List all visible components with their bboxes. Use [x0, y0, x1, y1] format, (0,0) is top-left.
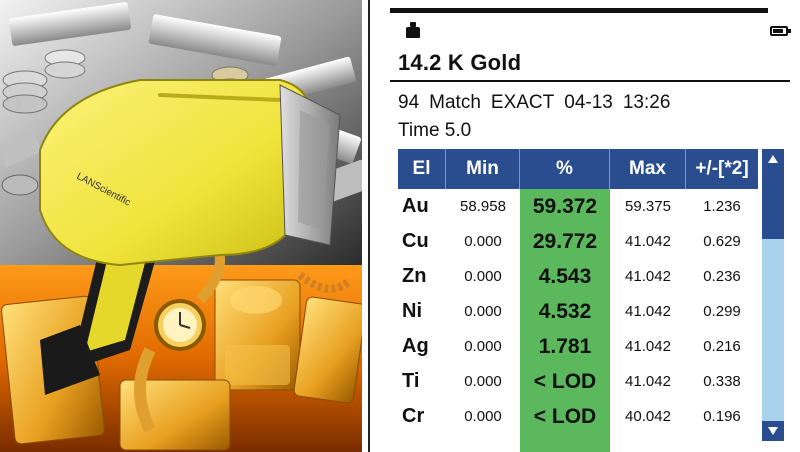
cell-error: 1.236	[703, 198, 741, 215]
cell-error: 0.629	[703, 233, 741, 250]
status-bar	[390, 22, 791, 42]
table-body: Au 58.958 59.372 59.375 1.236 Cu 0.000 2…	[398, 189, 758, 452]
header-element: El	[398, 149, 446, 189]
xrf-analyzer-gun	[39, 79, 341, 395]
scroll-down-arrow-icon[interactable]	[762, 421, 784, 441]
cell-max: 41.042	[625, 373, 671, 390]
cell-max: 41.042	[625, 233, 671, 250]
analyzer-photo-illustration: LANScientific	[0, 0, 362, 452]
scroll-thumb[interactable]	[762, 169, 784, 239]
cell-max: 41.042	[625, 338, 671, 355]
match-label: Match	[429, 92, 481, 113]
table-row: Cu 0.000 29.772 41.042 0.629	[398, 224, 758, 259]
cell-percent: 4.532	[538, 299, 592, 323]
battery-icon	[770, 26, 791, 36]
cell-error: 0.338	[703, 373, 741, 390]
cell-max: 40.042	[625, 408, 671, 425]
cell-max: 41.042	[625, 303, 671, 320]
result-title: 14.2 K Gold	[398, 50, 522, 75]
table-row: Ag 0.000 1.781 41.042 0.216	[398, 329, 758, 364]
table-header: El Min % Max +/-[*2]	[398, 149, 758, 189]
weight-icon	[406, 22, 420, 38]
cell-element: Cr	[402, 405, 425, 427]
cell-min: 0.000	[464, 268, 502, 285]
match-number: 94	[398, 92, 420, 113]
header-max: Max	[610, 149, 686, 189]
header-min: Min	[446, 149, 520, 189]
cell-min: 0.000	[464, 303, 502, 320]
product-photo: LANScientific	[0, 0, 362, 452]
header-percent: %	[520, 149, 610, 189]
cell-min: 0.000	[464, 373, 502, 390]
measurement-time: Time 5.0	[398, 120, 472, 141]
composition-table: El Min % Max +/-[*2] Au 58.958 59.372 59…	[398, 149, 758, 452]
cell-element: Ti	[402, 370, 420, 392]
top-border-bar	[390, 8, 768, 13]
cell-percent: < LOD	[533, 404, 597, 428]
match-mode: EXACT	[490, 92, 555, 113]
cell-error: 0.216	[703, 338, 741, 355]
cell-percent: 29.772	[532, 229, 598, 253]
table-row: Cr 0.000 < LOD 40.042 0.196	[398, 399, 758, 434]
cell-element: Ag	[402, 335, 429, 357]
cell-min: 0.000	[464, 233, 502, 250]
table-row: Ni 0.000 4.532 41.042 0.299	[398, 294, 758, 329]
header-error: +/-[*2]	[695, 158, 749, 179]
percent-column-highlight	[520, 189, 610, 452]
cell-element: Cu	[402, 230, 429, 252]
table-row: Au 58.958 59.372 59.375 1.236	[398, 189, 758, 224]
cell-min: 0.000	[464, 338, 502, 355]
match-date: 04-13	[564, 92, 613, 113]
table-row: Zn 0.000 4.543 41.042 0.236	[398, 259, 758, 294]
cell-error: 0.236	[703, 268, 741, 285]
match-time: 13:26	[622, 92, 671, 113]
table-row: Ti 0.000 < LOD 41.042 0.338	[398, 364, 758, 399]
cell-element: Au	[402, 195, 429, 217]
cell-max: 59.375	[625, 198, 671, 215]
cell-max: 41.042	[625, 268, 671, 285]
cell-percent: 1.781	[538, 334, 592, 358]
cell-percent: < LOD	[533, 369, 597, 393]
cell-percent: 59.372	[532, 194, 598, 218]
cell-error: 0.196	[703, 408, 741, 425]
match-info-line: 94 Match EXACT 04-13 13:26	[398, 92, 680, 114]
cell-percent: 4.543	[538, 264, 592, 288]
cell-error: 0.299	[703, 303, 741, 320]
cell-element: Zn	[402, 265, 427, 287]
cell-min: 58.958	[460, 198, 506, 215]
scroll-up-arrow-icon[interactable]	[762, 149, 784, 169]
cell-element: Ni	[402, 300, 422, 322]
cell-min: 0.000	[464, 408, 502, 425]
title-divider	[390, 80, 790, 82]
table-scrollbar[interactable]	[762, 149, 784, 441]
analyzer-screen: 14.2 K Gold 94 Match EXACT 04-13 13:26 Time …	[368, 0, 800, 452]
